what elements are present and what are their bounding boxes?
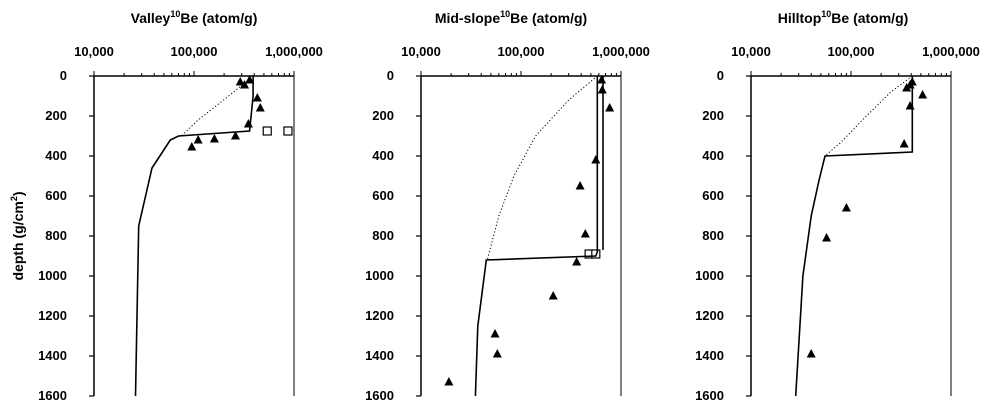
panel-title-suffix: Be (atom/g) [831,10,908,26]
data-point-triangle [243,119,253,128]
x-tick-label: 100,000 [828,44,875,59]
x-tick-label: 1,000,000 [592,44,650,59]
y-tick-label: 400 [702,148,724,163]
y-tick-label: 1600 [695,388,724,403]
y-tick-label: 1400 [38,348,67,363]
y-tick-label: 1400 [695,348,724,363]
y-axis-label-text: depth (g/cm [10,201,26,280]
y-tick-label: 600 [45,188,67,203]
panel-valley: Valley10Be (atom/g) 10,000 100,000 1,000… [38,9,323,403]
model-curve-dotted [486,75,598,261]
y-tick-label: 800 [702,228,724,243]
x-tick-label: 100,000 [498,44,545,59]
y-tick-label: 0 [387,68,394,83]
panel-title: Mid-slope10Be (atom/g) [435,9,587,26]
data-point-triangle [235,77,245,86]
y-tick-label: 200 [45,108,67,123]
data-point-triangle [918,90,928,99]
panel-title-suffix: Be (atom/g) [180,10,257,26]
model-curve-dotted [181,75,254,137]
data-point-triangle [230,131,240,140]
data-point-triangle [548,291,558,300]
y-tick-label: 1000 [365,268,394,283]
model-curve-solid [474,76,599,397]
y-tick-label: 800 [372,228,394,243]
panel-title-prefix: Hilltop [778,10,822,26]
panel-title-sup: 10 [500,9,510,19]
data-point-triangle [841,203,851,212]
data-point-triangle [822,233,832,242]
y-axis-label: depth (g/cm2) [9,191,26,280]
y-tick-label: 1400 [365,348,394,363]
data-point-triangle [591,155,601,164]
panel-title-prefix: Valley [131,10,171,26]
data-point-triangle [209,134,219,143]
y-axis-label-end: ) [10,191,26,196]
x-tick-label: 10,000 [401,44,441,59]
y-tick-label: 200 [372,108,394,123]
y-tick-label: 1600 [38,388,67,403]
panel-title: Valley10Be (atom/g) [131,9,258,26]
y-tick-label: 1000 [695,268,724,283]
data-point-triangle [572,257,582,266]
svg-text:depth (g/cm2): depth (g/cm2) [9,191,26,280]
data-point-triangle [252,93,262,102]
data-point-triangle [902,83,912,92]
data-point-triangle [490,329,500,338]
panel-title-suffix: Be (atom/g) [510,10,587,26]
data-point-triangle [575,181,585,190]
data-point-triangle [240,80,250,89]
x-tick-label: 10,000 [74,44,114,59]
data-point-triangle [899,139,909,148]
y-axis-label-superscript: 2 [9,196,19,201]
y-tick-label: 600 [372,188,394,203]
x-tick-label: 1,000,000 [922,44,980,59]
panel-mid-slope: Mid-slope10Be (atom/g) 10,000 100,000 1,… [365,9,650,403]
model-curve-solid [134,76,254,397]
data-point-triangle [187,142,197,151]
y-tick-label: 1600 [365,388,394,403]
y-tick-label: 400 [372,148,394,163]
data-point-triangle [806,349,816,358]
data-point-triangle [905,101,915,110]
panel-title-sup: 10 [821,9,831,19]
data-point-triangle [597,75,607,84]
x-tick-label: 1,000,000 [265,44,323,59]
data-point-triangle [444,377,454,386]
data-point-triangle [605,103,615,112]
data-point-triangle [193,135,203,144]
y-tick-label: 1000 [38,268,67,283]
panel-title-sup: 10 [170,9,180,19]
y-tick-label: 400 [45,148,67,163]
y-tick-label: 200 [702,108,724,123]
data-point-square [283,126,293,136]
data-point-triangle [580,229,590,238]
model-curve-dotted [824,75,913,157]
x-tick-label: 100,000 [171,44,218,59]
data-point-square [262,126,272,136]
panel-title-prefix: Mid-slope [435,10,501,26]
data-point-triangle [492,349,502,358]
data-point-triangle [255,103,265,112]
model-curve-solid [794,76,914,397]
y-tick-label: 1200 [38,308,67,323]
y-tick-label: 600 [702,188,724,203]
panel-title: Hilltop10Be (atom/g) [778,9,909,26]
y-tick-label: 1200 [365,308,394,323]
x-tick-label: 10,000 [731,44,771,59]
y-tick-label: 1200 [695,308,724,323]
y-tick-label: 0 [60,68,67,83]
y-tick-label: 800 [45,228,67,243]
panel-hilltop: Hilltop10Be (atom/g) 10,000 100,000 1,00… [695,9,980,403]
y-tick-label: 0 [717,68,724,83]
